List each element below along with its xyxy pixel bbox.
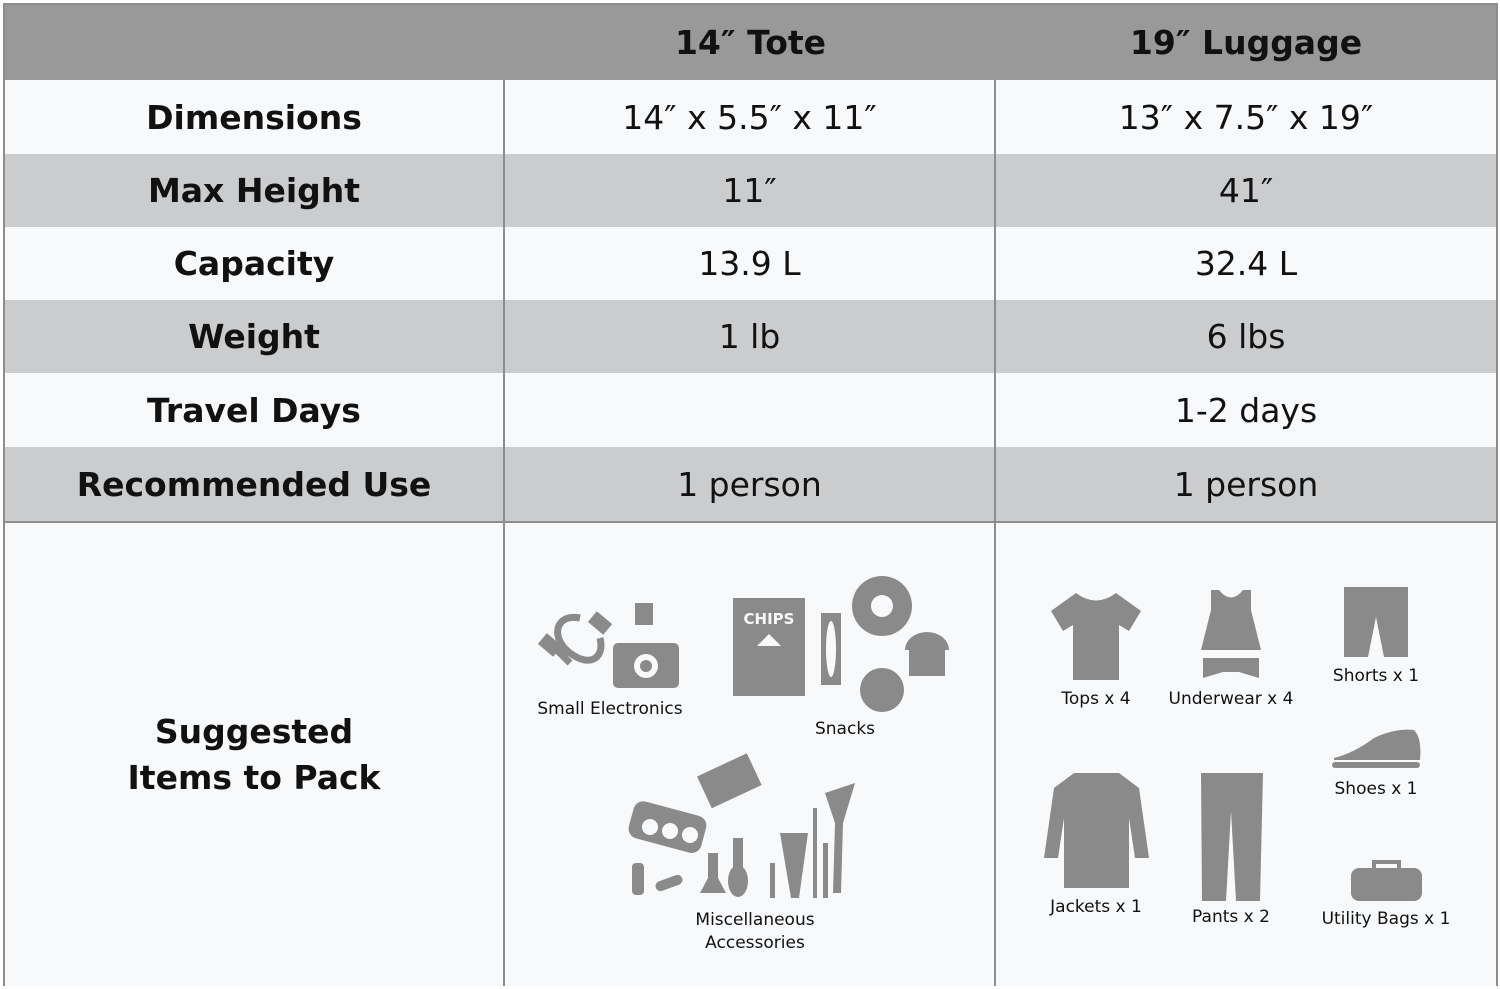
chips-text: CHIPS [744, 610, 795, 628]
tote-value: 1 person [505, 447, 996, 521]
row-label: Recommended Use [5, 447, 505, 521]
table-row: Dimensions 14″ x 5.5″ x 11″ 13″ x 7.5″ x… [5, 80, 1496, 154]
item-label: Tops x 4 [1061, 689, 1131, 709]
table-row: Max Height 11″ 41″ [5, 154, 1496, 227]
luggage-value: 1-2 days [1174, 390, 1318, 430]
luggage-value: 13″ x 7.5″ x 19″ [1118, 97, 1374, 137]
row-label: Max Height [5, 154, 505, 227]
header-empty [5, 5, 505, 80]
row-label: Travel Days [5, 373, 505, 447]
comparison-table: 14″ Tote 19″ Luggage Dimensions 14″ x 5.… [3, 3, 1498, 986]
tshirt-icon [1051, 593, 1141, 680]
item-shoes: Shoes x 1 [1316, 728, 1436, 799]
luggage-value: 32.4 L [1194, 244, 1298, 283]
item-label: Small Electronics [537, 699, 683, 719]
tote-items: Small Electronics CHIPS Snacks [505, 523, 996, 986]
item-utility-bags: Utility Bags x 1 [1306, 858, 1466, 929]
pants-icon [1201, 773, 1263, 901]
item-underwear: Underwear x 4 [1166, 588, 1296, 709]
item-snacks: CHIPS Snacks [725, 568, 965, 739]
tote-value: 11″ [505, 154, 996, 227]
cosmetics-icon [628, 753, 855, 898]
suggested-label-line1: Suggested [154, 711, 354, 751]
table-row: Weight 1 lb 6 lbs [5, 300, 1496, 373]
shorts-icon [1344, 587, 1408, 657]
item-small-electronics: Small Electronics [535, 598, 685, 719]
table-row: Travel Days 1-2 days [5, 373, 1496, 447]
item-pants: Pants x 2 [1176, 771, 1286, 927]
item-label: Shorts x 1 [1332, 666, 1420, 686]
header-row: 14″ Tote 19″ Luggage [5, 5, 1496, 80]
tote-value [505, 373, 996, 447]
item-tops: Tops x 4 [1036, 588, 1156, 709]
item-shorts: Shorts x 1 [1316, 585, 1436, 686]
luggage-items: Tops x 4 Underwear x 4 Shorts x 1 Shoes … [996, 523, 1496, 986]
suggested-label: Suggested Items to Pack [5, 523, 505, 986]
item-label: Miscellaneous Accessories [695, 910, 815, 953]
table-row: Recommended Use 1 person 1 person [5, 447, 1496, 521]
tote-value: 13.9 L [505, 227, 996, 300]
item-label: Utility Bags x 1 [1321, 909, 1451, 929]
header-tote: 14″ Tote [674, 23, 827, 62]
item-label: Underwear x 4 [1168, 689, 1294, 709]
snacks-icon: CHIPS [733, 576, 949, 712]
item-label: Pants x 2 [1192, 907, 1270, 927]
suggested-label-line2: Items to Pack [127, 757, 381, 797]
item-label: Jackets x 1 [1050, 897, 1142, 917]
item-label: Shoes x 1 [1334, 779, 1418, 799]
table-row: Capacity 13.9 L 32.4 L [5, 227, 1496, 300]
item-accessories: Miscellaneous Accessories [620, 753, 890, 955]
luggage-value: 41″ [1218, 171, 1274, 210]
electronics-icon [537, 603, 679, 688]
row-label: Weight [5, 300, 505, 373]
header-luggage: 19″ Luggage [1129, 23, 1363, 62]
item-label: Snacks [814, 719, 876, 739]
shoe-icon [1331, 729, 1420, 768]
jacket-icon [1043, 773, 1149, 888]
item-jackets: Jackets x 1 [1031, 771, 1161, 917]
luggage-value: 1 person [1173, 464, 1319, 504]
tote-value: 14″ x 5.5″ x 11″ [505, 80, 996, 154]
row-label: Dimensions [5, 80, 505, 154]
underwear-icon [1201, 590, 1261, 678]
row-label: Capacity [5, 227, 505, 300]
bag-icon [1350, 860, 1422, 901]
suggested-items-row: Suggested Items to Pack Small Electronic… [5, 521, 1496, 986]
tote-value: 1 lb [505, 300, 996, 373]
luggage-value: 6 lbs [1206, 317, 1286, 356]
